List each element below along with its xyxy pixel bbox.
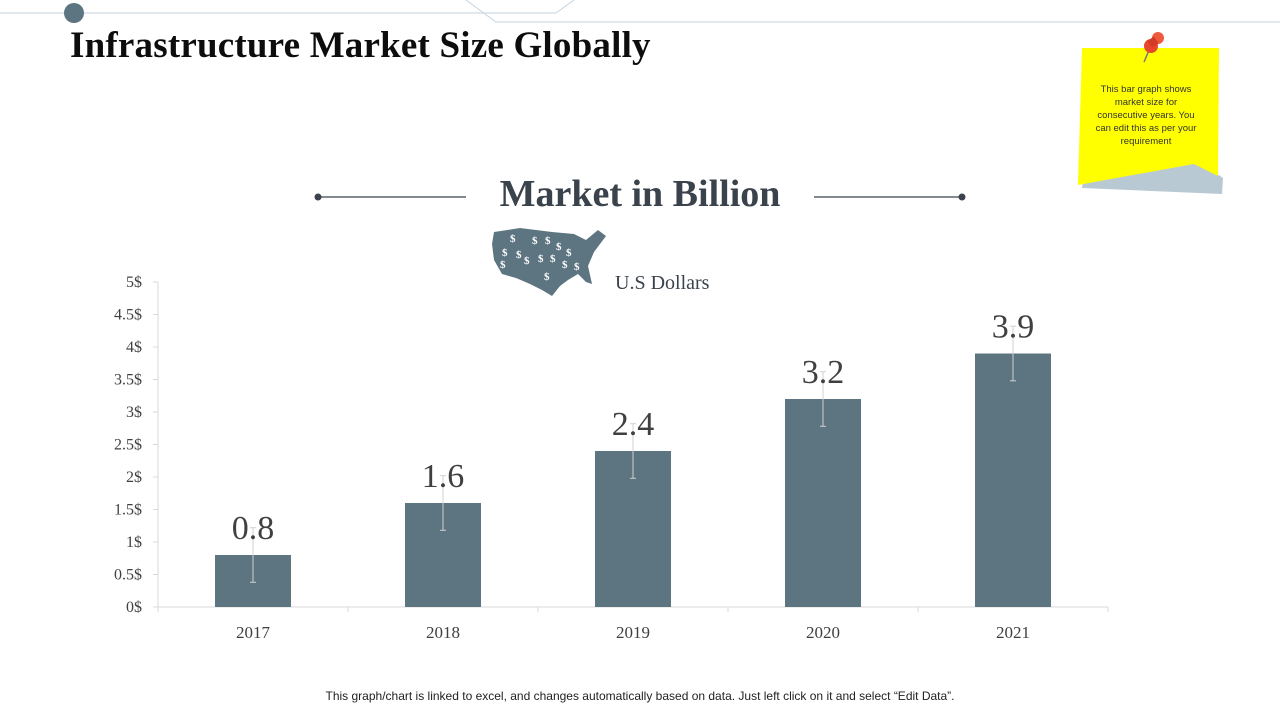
data-label: 1.6 xyxy=(422,458,465,495)
x-tick-label: 2019 xyxy=(616,623,650,642)
bar-2021 xyxy=(975,353,1051,607)
y-tick-label: 2.5$ xyxy=(114,437,142,454)
data-label: 2.4 xyxy=(612,406,655,443)
svg-text:$: $ xyxy=(502,247,508,259)
x-tick-label: 2017 xyxy=(236,623,271,642)
data-label: 0.8 xyxy=(232,510,275,547)
svg-text:$: $ xyxy=(510,233,516,245)
pushpin-icon xyxy=(1143,32,1164,63)
legend-label: U.S Dollars xyxy=(615,272,710,294)
y-tick-label: 4.5$ xyxy=(114,307,142,324)
svg-text:$: $ xyxy=(574,261,580,273)
svg-text:$: $ xyxy=(556,241,562,253)
y-tick-label: 3.5$ xyxy=(114,372,142,389)
chart-title: Market in Billion xyxy=(499,173,781,215)
x-tick-label: 2021 xyxy=(996,623,1030,642)
y-tick-label: 2$ xyxy=(126,469,142,486)
svg-text:$: $ xyxy=(550,253,556,265)
data-label: 3.9 xyxy=(992,309,1035,346)
data-label: 3.2 xyxy=(802,354,845,391)
x-tick-label: 2018 xyxy=(426,623,460,642)
svg-text:$: $ xyxy=(544,271,550,283)
y-tick-label: 5$ xyxy=(126,274,142,291)
y-tick-label: 0$ xyxy=(126,599,142,616)
page-title: Infrastructure Market Size Globally xyxy=(70,25,651,66)
footer-note: This graph/chart is linked to excel, and… xyxy=(325,689,955,703)
sticky-note xyxy=(1078,32,1223,194)
y-tick-label: 0.5$ xyxy=(114,567,142,584)
svg-text:$: $ xyxy=(500,259,506,271)
svg-text:$: $ xyxy=(538,253,544,265)
sticky-note-text: This bar graph shows market size for con… xyxy=(1095,84,1197,147)
svg-text:$: $ xyxy=(545,235,551,247)
svg-text:$: $ xyxy=(532,235,538,247)
decor-dot xyxy=(64,3,84,23)
top-decoration xyxy=(0,0,1280,23)
y-tick-label: 3$ xyxy=(126,404,142,421)
svg-text:$: $ xyxy=(566,247,572,259)
svg-text:$: $ xyxy=(562,259,568,271)
y-tick-label: 1$ xyxy=(126,534,142,551)
bar-2020 xyxy=(785,399,861,607)
y-tick-label: 1.5$ xyxy=(114,502,142,519)
x-tick-label: 2020 xyxy=(806,623,840,642)
usa-map-icon: $ $ $ $ $$ $ $ $ $ $$ $$ xyxy=(492,228,606,296)
y-tick-label: 4$ xyxy=(126,339,142,356)
svg-text:$: $ xyxy=(516,249,522,261)
svg-text:$: $ xyxy=(524,255,530,267)
